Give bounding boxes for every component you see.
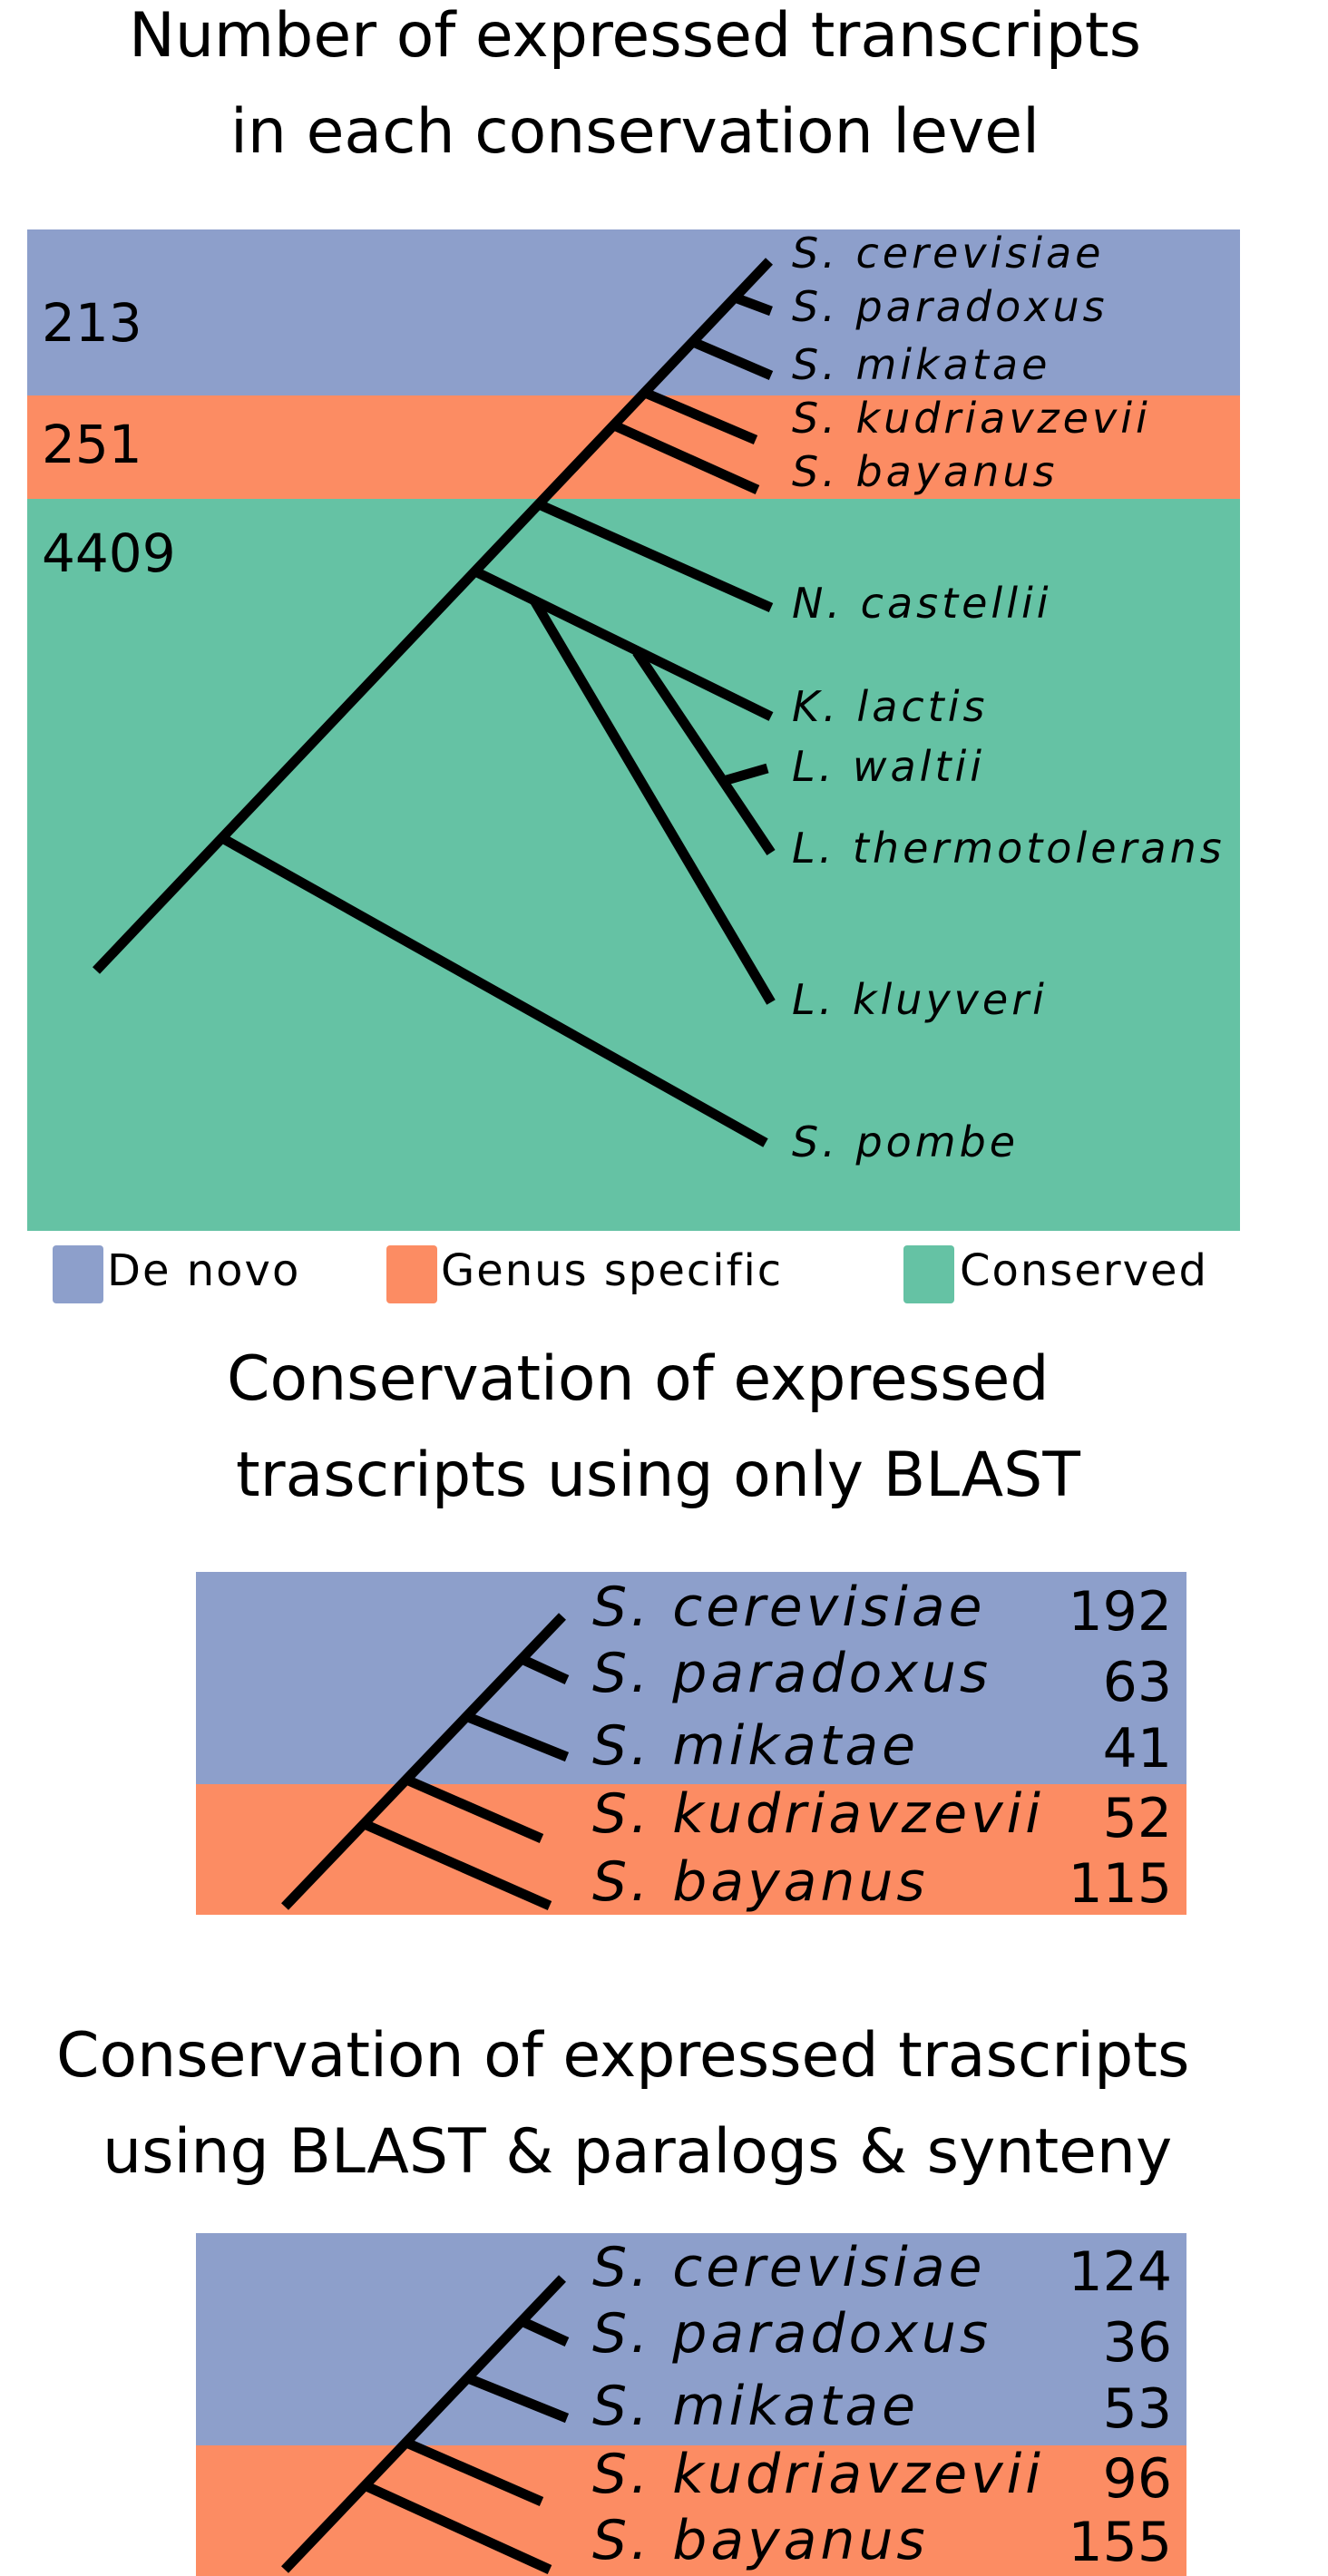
legend-conserved-label: Conserved [960, 1245, 1208, 1296]
panel3-species-label: S. bayanus [592, 2509, 929, 2572]
panel2-genus-specific-band [196, 1784, 1186, 1915]
phylogenetic-tree [93, 258, 776, 1147]
panel3-de-novo-band [196, 2233, 1186, 2445]
species-label: L. waltii [792, 742, 986, 791]
panel2-count: 115 [1068, 1852, 1172, 1916]
legend-genus-specific-label: Genus specific [441, 1245, 784, 1296]
panel3-genus-specific-band [196, 2445, 1186, 2576]
de-novo-count: 213 [42, 292, 142, 354]
panel2-title-line1: Conservation of expressed [227, 1343, 1050, 1415]
panel3-count: 96 [1102, 2447, 1172, 2511]
panel3-title-line1: Conservation of expressed trascripts [56, 2020, 1190, 2092]
panel3-count: 53 [1102, 2377, 1172, 2441]
panel1-title-line1: Number of expressed transcripts [128, 0, 1142, 72]
genus-specific-count: 251 [42, 414, 142, 475]
panel3-count: 36 [1102, 2311, 1172, 2375]
panel2-species-label: S. kudriavzevii [592, 1782, 1044, 1846]
genus-specific-band [27, 395, 1240, 499]
panel2-count: 192 [1068, 1580, 1172, 1644]
species-label: S. mikatae [792, 340, 1051, 389]
panel3-count: 124 [1068, 2240, 1172, 2304]
legend-genus-specific-swatch [386, 1245, 437, 1303]
panel3-species-label: S. cerevisiae [592, 2236, 986, 2299]
conserved-band [27, 499, 1240, 1231]
species-label: N. castellii [792, 579, 1052, 628]
panel2-species-label: S. bayanus [592, 1850, 929, 1914]
panel2-count: 41 [1102, 1717, 1172, 1781]
species-label: L. kluyveri [792, 975, 1048, 1024]
panel3-species-label: S. mikatae [592, 2375, 920, 2438]
panel2-count: 52 [1102, 1787, 1172, 1850]
conserved-count: 4409 [42, 522, 176, 584]
species-label: S. bayanus [792, 447, 1059, 496]
panel3-count: 155 [1068, 2511, 1172, 2574]
species-label: L. thermotolerans [792, 824, 1225, 873]
legend-conserved-swatch [903, 1245, 954, 1303]
species-label: S. cerevisiae [792, 229, 1105, 278]
panel3-species-label: S. paradoxus [592, 2302, 992, 2366]
species-label: S. paradoxus [792, 282, 1108, 331]
de-novo-band [27, 229, 1240, 395]
panel2-species-label: S. cerevisiae [592, 1576, 986, 1639]
legend-de-novo-swatch [53, 1245, 103, 1303]
species-label: S. pombe [792, 1117, 1020, 1166]
panel1-title-line2: in each conservation level [229, 96, 1040, 168]
panel2-de-novo-band [196, 1572, 1186, 1784]
legend-de-novo-label: De novo [107, 1245, 301, 1296]
panel2-count: 63 [1102, 1651, 1172, 1714]
panel2-species-label: S. paradoxus [592, 1642, 992, 1705]
species-label: S. kudriavzevii [792, 394, 1151, 443]
panel2-species-label: S. mikatae [592, 1714, 920, 1778]
panel2-title-line2: trascripts using only BLAST [236, 1439, 1080, 1511]
panel3-species-label: S. kudriavzevii [592, 2443, 1044, 2506]
panel3-title-line2: using BLAST & paralogs & synteny [103, 2116, 1173, 2188]
species-label: K. lactis [792, 682, 989, 731]
